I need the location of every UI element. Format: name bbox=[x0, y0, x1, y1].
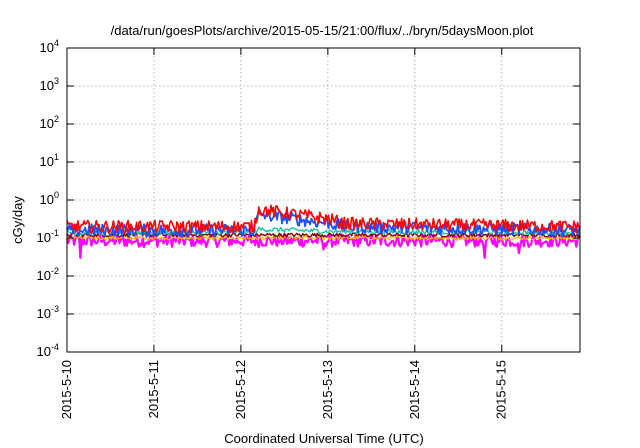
y-tick-exponent: 0 bbox=[54, 190, 59, 200]
x-tick-label: 2015-5-13 bbox=[320, 360, 335, 419]
x-tick-labels: 2015-5-10 2015-5-11 2015-5-12 2015-5-13 2015… bbox=[59, 360, 509, 419]
grid bbox=[67, 48, 580, 352]
y-tick-exponent: -2 bbox=[51, 266, 59, 276]
y-tick-label: 104 bbox=[40, 38, 59, 55]
chart-title: /data/run/goesPlots/archive/2015-05-15/2… bbox=[111, 23, 534, 38]
y-tick-exponent: 3 bbox=[54, 76, 59, 86]
series-group bbox=[65, 204, 581, 259]
y-tick-exponent: 4 bbox=[54, 38, 59, 48]
y-axis-label: cGy/day bbox=[10, 196, 25, 244]
x-tick-label: 2015-5-11 bbox=[146, 360, 161, 418]
series-line-red bbox=[66, 204, 581, 234]
y-tick-exponent: -3 bbox=[51, 304, 59, 314]
x-axis-label: Coordinated Universal Time (UTC) bbox=[224, 431, 423, 446]
x-tick-label: 2015-5-12 bbox=[233, 360, 248, 419]
y-tick-exponent: 1 bbox=[54, 152, 59, 162]
y-tick-label: 10-2 bbox=[37, 266, 59, 283]
series-line-maroon bbox=[66, 232, 581, 238]
y-tick-label: 10-3 bbox=[37, 304, 59, 321]
y-tick-label: 103 bbox=[40, 76, 59, 93]
y-tick-label: 102 bbox=[40, 114, 59, 131]
y-tick-exponent: -4 bbox=[51, 342, 59, 352]
y-tick-label: 10-1 bbox=[37, 228, 59, 245]
y-tick-label: 100 bbox=[40, 190, 59, 207]
x-tick-label: 2015-5-10 bbox=[59, 360, 74, 419]
x-tick-label: 2015-5-14 bbox=[407, 360, 422, 419]
y-tick-label: 10-4 bbox=[37, 342, 59, 359]
y-tick-exponent: 2 bbox=[54, 114, 59, 124]
y-tick-label: 101 bbox=[40, 152, 59, 169]
y-tick-exponent: -1 bbox=[51, 228, 59, 238]
tick-marks bbox=[66, 47, 580, 353]
series-line-yellow bbox=[66, 235, 581, 241]
x-tick-label: 2015-5-15 bbox=[494, 360, 509, 419]
